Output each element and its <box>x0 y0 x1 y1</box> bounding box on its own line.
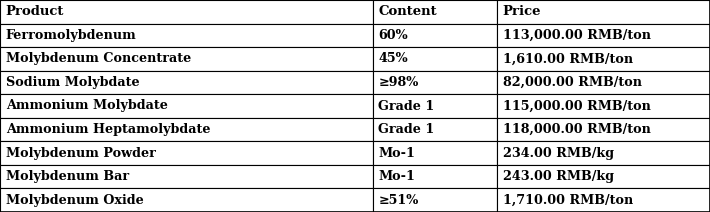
Bar <box>0 118 373 141</box>
Bar <box>497 118 710 141</box>
Text: Molybdenum Concentrate: Molybdenum Concentrate <box>6 52 191 65</box>
Text: 118,000.00 RMB/ton: 118,000.00 RMB/ton <box>503 123 650 136</box>
Text: 45%: 45% <box>378 52 408 65</box>
Text: Molybdenum Powder: Molybdenum Powder <box>6 147 155 160</box>
Text: Product: Product <box>6 5 64 18</box>
Bar <box>497 141 710 165</box>
Bar <box>373 0 497 24</box>
Bar <box>373 141 497 165</box>
Bar <box>373 24 497 47</box>
Bar <box>497 188 710 212</box>
Text: Grade 1: Grade 1 <box>378 99 435 113</box>
Bar <box>0 71 373 94</box>
Text: Molybdenum Bar: Molybdenum Bar <box>6 170 129 183</box>
Text: 115,000.00 RMB/ton: 115,000.00 RMB/ton <box>503 99 650 113</box>
Text: Molybdenum Oxide: Molybdenum Oxide <box>6 194 143 207</box>
Text: Sodium Molybdate: Sodium Molybdate <box>6 76 139 89</box>
Bar <box>373 165 497 188</box>
Text: 234.00 RMB/kg: 234.00 RMB/kg <box>503 147 614 160</box>
Text: Ferromolybdenum: Ferromolybdenum <box>6 29 136 42</box>
Bar <box>497 24 710 47</box>
Text: 1,710.00 RMB/ton: 1,710.00 RMB/ton <box>503 194 633 207</box>
Bar <box>0 141 373 165</box>
Text: 82,000.00 RMB/ton: 82,000.00 RMB/ton <box>503 76 642 89</box>
Bar <box>497 94 710 118</box>
Text: Mo-1: Mo-1 <box>378 147 415 160</box>
Bar <box>373 47 497 71</box>
Bar <box>0 47 373 71</box>
Text: Price: Price <box>503 5 541 18</box>
Bar <box>373 94 497 118</box>
Text: ≥98%: ≥98% <box>378 76 419 89</box>
Text: Grade 1: Grade 1 <box>378 123 435 136</box>
Bar <box>373 188 497 212</box>
Bar <box>0 94 373 118</box>
Bar <box>497 0 710 24</box>
Text: 1,610.00 RMB/ton: 1,610.00 RMB/ton <box>503 52 633 65</box>
Text: 60%: 60% <box>378 29 408 42</box>
Text: ≥51%: ≥51% <box>378 194 419 207</box>
Text: 243.00 RMB/kg: 243.00 RMB/kg <box>503 170 614 183</box>
Text: Content: Content <box>378 5 437 18</box>
Text: Ammonium Heptamolybdate: Ammonium Heptamolybdate <box>6 123 210 136</box>
Bar <box>373 118 497 141</box>
Bar <box>0 0 373 24</box>
Text: 113,000.00 RMB/ton: 113,000.00 RMB/ton <box>503 29 650 42</box>
Text: Mo-1: Mo-1 <box>378 170 415 183</box>
Bar <box>0 24 373 47</box>
Bar <box>497 165 710 188</box>
Text: Ammonium Molybdate: Ammonium Molybdate <box>6 99 168 113</box>
Bar <box>0 188 373 212</box>
Bar <box>0 165 373 188</box>
Bar <box>497 71 710 94</box>
Bar <box>497 47 710 71</box>
Bar <box>373 71 497 94</box>
